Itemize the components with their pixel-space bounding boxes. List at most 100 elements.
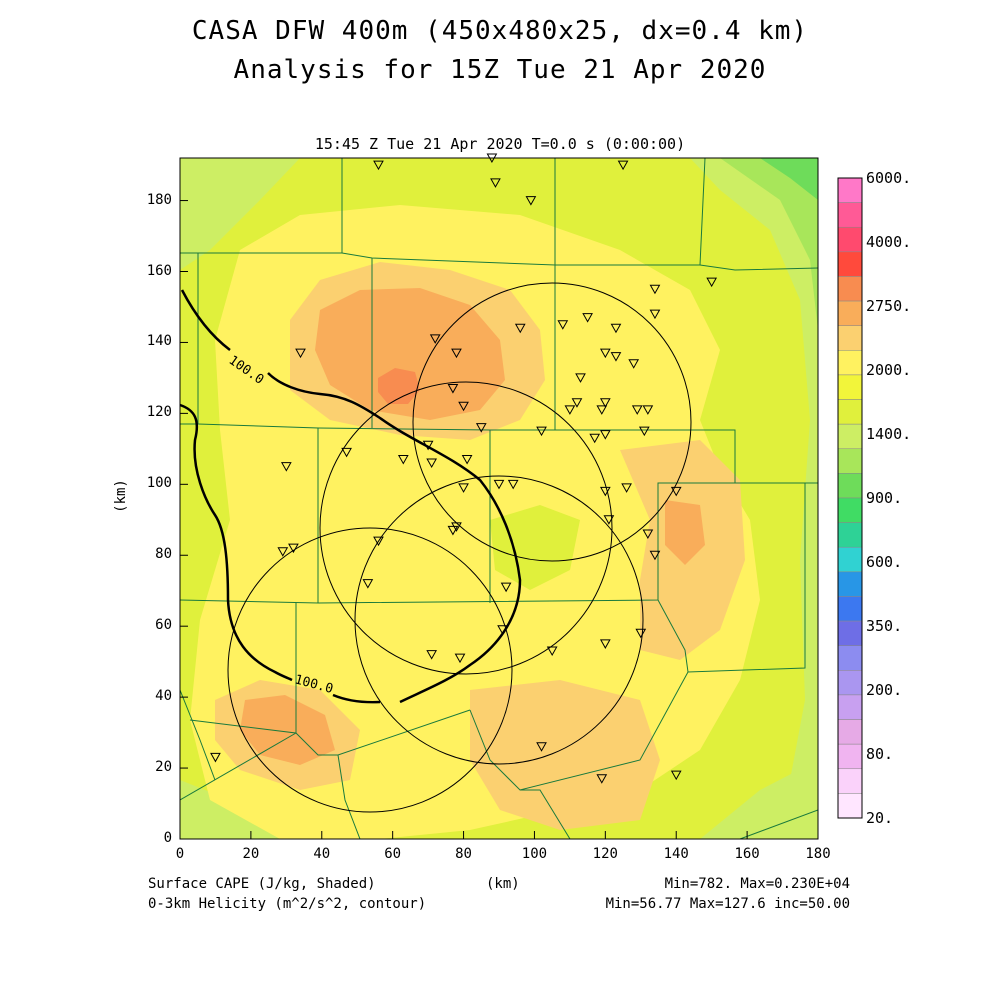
station-marker <box>426 458 438 469</box>
colorbar-label: 2750. <box>866 297 912 315</box>
station-marker <box>564 405 576 415</box>
station-marker <box>599 430 611 440</box>
station-marker <box>638 426 650 437</box>
footer-cape-label: Surface CAPE (J/kg, Shaded) <box>148 876 376 892</box>
station-marker <box>277 547 289 557</box>
station-marker <box>599 639 611 649</box>
colorbar-frame <box>837 177 863 819</box>
x-tick-label: 160 <box>734 846 760 862</box>
colorbar-swatch <box>837 350 863 376</box>
y-tick-label: 60 <box>155 617 172 634</box>
station-marker <box>536 426 547 437</box>
x-tick-label: 140 <box>663 846 689 862</box>
colorbar-swatch <box>837 226 863 253</box>
x-tick-label: 0 <box>175 846 185 862</box>
colorbar-swatch <box>837 276 863 302</box>
station-marker <box>288 543 299 554</box>
station-marker <box>295 348 306 359</box>
station-marker <box>649 284 661 295</box>
colorbar-label: 2000. <box>866 361 912 379</box>
valid-time-label: 15:45 Z Tue 21 Apr 2020 T=0.0 s (0:00:00… <box>314 135 686 153</box>
station-marker <box>341 447 352 458</box>
station-marker <box>210 752 221 763</box>
y-tick-label: 120 <box>146 404 172 421</box>
colorbar-swatch <box>837 497 863 523</box>
station-marker <box>458 401 469 412</box>
colorbar-label: 350. <box>866 617 903 635</box>
station-marker <box>451 348 462 359</box>
colorbar-swatch <box>837 251 863 277</box>
station-marker <box>610 352 622 362</box>
y-tick-label: 80 <box>155 546 172 563</box>
y-tick-label: 180 <box>146 191 172 208</box>
x-tick-label: 100 <box>521 846 548 862</box>
station-marker <box>493 479 505 490</box>
station-marker <box>610 323 622 334</box>
station-marker <box>397 454 409 465</box>
station-markers <box>210 153 718 784</box>
y-tick-label: 160 <box>146 262 172 279</box>
colorbar-swatch <box>837 793 863 819</box>
colorbar-swatch <box>837 768 863 794</box>
footer-helicity-range: Min=56.77 Max=127.6 inc=50.00 <box>605 896 850 912</box>
y-axis-label: (km) <box>112 479 129 513</box>
colorbar-swatch <box>837 596 863 622</box>
station-marker <box>451 522 462 532</box>
x-tick-label: 80 <box>455 846 472 862</box>
station-marker <box>536 742 547 752</box>
x-tick-label: 120 <box>592 846 618 862</box>
station-marker <box>635 628 647 639</box>
colorbar-swatch <box>837 571 863 597</box>
station-marker <box>589 433 601 444</box>
station-marker <box>525 196 537 206</box>
station-marker <box>514 323 526 334</box>
station-marker <box>621 483 632 493</box>
colorbar-swatch <box>837 399 863 425</box>
station-marker <box>458 483 469 493</box>
station-marker <box>422 440 434 451</box>
station-marker <box>507 479 519 490</box>
helicity-contours <box>179 289 522 704</box>
station-marker <box>429 334 441 344</box>
station-marker <box>670 486 682 497</box>
station-marker <box>373 160 384 171</box>
station-marker <box>546 646 558 657</box>
x-axis-label: (km) <box>486 876 520 892</box>
y-tick-label: 20 <box>155 759 172 776</box>
station-marker <box>447 384 459 394</box>
colorbar-swatch <box>837 522 863 548</box>
county-boundaries <box>180 158 818 839</box>
colorbar-swatch <box>837 546 863 573</box>
footer-cape-range: Min=782. Max=0.230E+04 <box>664 876 850 892</box>
colorbar-label: 20. <box>866 809 894 827</box>
station-marker <box>599 398 611 408</box>
map-title: CASA DFW 400m (450x480x25, dx=0.4 km) <box>191 16 809 46</box>
x-tick-label: 60 <box>384 846 402 862</box>
colorbar-swatch <box>837 670 863 696</box>
plot-frame <box>179 157 819 840</box>
colorbar-swatch <box>837 423 863 450</box>
colorbar-swatch <box>837 374 863 400</box>
radar-ring <box>412 282 692 562</box>
colorbar-label: 900. <box>866 489 903 507</box>
station-marker <box>557 320 569 330</box>
colorbar-swatch <box>837 202 863 228</box>
colorbar <box>837 177 863 819</box>
radar-ring <box>354 475 644 765</box>
radar-ring <box>227 527 513 813</box>
axis-ticks <box>179 200 819 840</box>
x-tick-label: 180 <box>805 846 831 862</box>
station-marker <box>649 550 661 561</box>
map-subtitle: Analysis for 15Z Tue 21 Apr 2020 <box>233 55 767 85</box>
station-marker <box>706 277 718 288</box>
station-marker <box>490 178 501 188</box>
station-marker <box>596 405 608 415</box>
y-tick-label: 0 <box>163 830 172 846</box>
station-marker <box>461 454 473 465</box>
station-marker <box>571 398 583 408</box>
station-marker <box>575 373 586 383</box>
colorbar-label: 600. <box>866 553 903 571</box>
x-tick-label: 40 <box>313 846 331 862</box>
radar-ring <box>319 381 613 675</box>
station-marker <box>599 348 611 359</box>
